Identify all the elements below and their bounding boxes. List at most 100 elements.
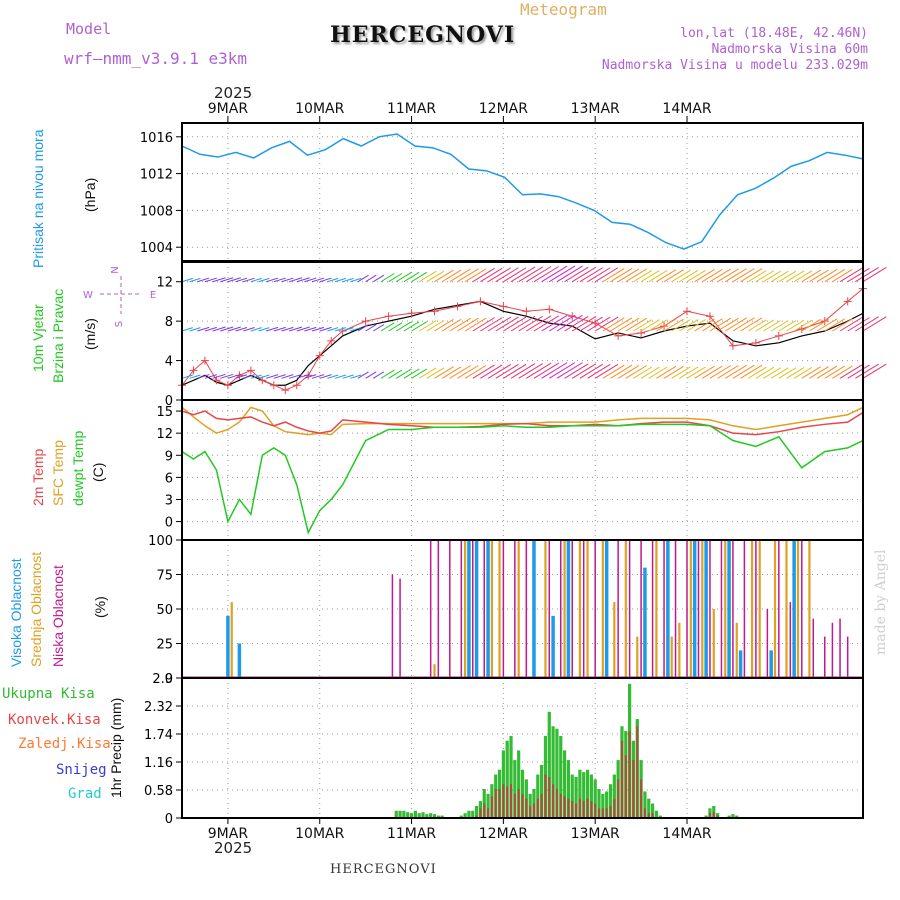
precip-conv-bar xyxy=(643,808,646,818)
wind-barb xyxy=(617,268,640,283)
wind-gust-marker xyxy=(384,312,393,321)
model-name: wrf—nmm_v3.9.1 e3km xyxy=(64,49,248,68)
wind-barb xyxy=(594,267,619,283)
wind-gust-marker xyxy=(246,366,255,375)
wind-barb xyxy=(357,324,369,332)
wind-barb xyxy=(487,316,512,332)
date-label-bottom: 13MAR xyxy=(571,826,620,842)
wind-barb xyxy=(847,267,870,283)
wind-speed-line xyxy=(181,300,864,386)
wind-barb xyxy=(671,319,691,332)
wind-barb xyxy=(686,269,706,283)
wind-barb xyxy=(747,270,767,283)
wind-gust-line xyxy=(181,288,864,391)
wind-barb xyxy=(778,270,797,283)
wind-gust-marker xyxy=(453,302,462,311)
precip-conv-bar xyxy=(605,808,608,818)
precip-conv-bar xyxy=(578,798,581,818)
precip-conv-bar xyxy=(506,786,509,818)
wind-barb xyxy=(380,369,395,379)
wind-barb xyxy=(503,363,527,379)
wind-ytick-label: 0 xyxy=(165,394,173,409)
wind-barb xyxy=(579,267,603,283)
precip-total-bar xyxy=(436,815,440,818)
wind-frame xyxy=(181,261,864,401)
wind-barb xyxy=(656,269,677,283)
precip-conv-bar xyxy=(624,755,627,818)
wind-gust-marker xyxy=(751,338,760,347)
wind-barb xyxy=(296,277,310,283)
wind-barb xyxy=(480,364,503,379)
pressure-line xyxy=(181,133,864,250)
wind-barb xyxy=(197,277,210,283)
wind-barb xyxy=(518,363,544,379)
wind-barb xyxy=(426,270,445,283)
precip-ytick-label: 1.74 xyxy=(144,728,173,743)
wind-barb xyxy=(357,371,369,379)
wind-barb xyxy=(602,268,625,283)
wind-barb xyxy=(656,365,677,379)
wind-barb xyxy=(587,316,611,332)
precip-total-bar xyxy=(474,805,479,818)
wind-barb xyxy=(487,267,512,283)
precip-conv-bar xyxy=(517,789,520,818)
wind-barb xyxy=(862,363,887,379)
wind-barb xyxy=(365,274,377,283)
precip-total-bar xyxy=(394,810,398,818)
wind-barb xyxy=(526,315,552,332)
wind-barb xyxy=(480,317,503,332)
wind-gust-marker xyxy=(269,381,278,390)
precip-conv-bar xyxy=(620,740,623,818)
precip-total-bar xyxy=(735,815,739,818)
wind-barb xyxy=(227,326,241,332)
wind-barb xyxy=(426,367,445,379)
precip-total-bar xyxy=(413,810,417,818)
wind-barb xyxy=(686,319,706,332)
wind-barb xyxy=(809,366,829,379)
wind-barb xyxy=(740,268,763,283)
wind-barb xyxy=(258,327,270,332)
wind-barb xyxy=(457,317,479,332)
wind-barb xyxy=(617,365,640,379)
wind-barb xyxy=(656,318,677,332)
wind-gust-marker xyxy=(315,351,324,360)
precip-total-bar xyxy=(578,769,582,818)
wind-barb xyxy=(510,315,536,332)
wind-barb xyxy=(610,317,633,332)
wind-barb xyxy=(809,269,829,283)
cloud-ytick-label: 25 xyxy=(156,638,173,653)
wind-gust-marker xyxy=(499,302,508,311)
cloud-ytick-label: 100 xyxy=(148,534,173,549)
wind-barb xyxy=(564,363,589,379)
precip-ytick-label: 0 xyxy=(165,812,173,827)
date-label-top: 14MAR xyxy=(662,101,711,117)
wind-barb xyxy=(518,315,544,332)
precip-total-bar xyxy=(432,814,437,818)
precip-total-bar xyxy=(421,812,425,818)
wind-barb xyxy=(640,319,660,332)
wind-barb xyxy=(709,317,732,332)
wind-barb xyxy=(441,269,462,283)
wind-barb xyxy=(212,277,226,283)
wind-barb xyxy=(480,267,503,283)
precip-total-bar xyxy=(585,769,590,818)
wind-barb xyxy=(495,316,519,332)
wind-barb xyxy=(365,324,377,332)
wind-barb xyxy=(204,374,217,379)
cloud-ytick-label: 75 xyxy=(156,569,173,584)
wind-barb xyxy=(189,374,201,379)
precip-total-bar xyxy=(486,793,490,818)
wind-barb xyxy=(694,269,715,283)
wind-barb xyxy=(571,363,597,379)
wind-barb xyxy=(801,269,822,283)
precip-conv-bar xyxy=(617,779,620,818)
wind-barb xyxy=(411,271,428,283)
wind-barb xyxy=(747,319,767,332)
wind-barb xyxy=(227,373,241,379)
precip-total-bar xyxy=(463,813,467,818)
wind-barb xyxy=(304,326,317,332)
wind-gust-marker xyxy=(545,305,554,314)
temp-ytick-label: 15 xyxy=(156,405,173,420)
model-label: Model xyxy=(66,20,112,38)
wind-barb xyxy=(464,268,487,283)
